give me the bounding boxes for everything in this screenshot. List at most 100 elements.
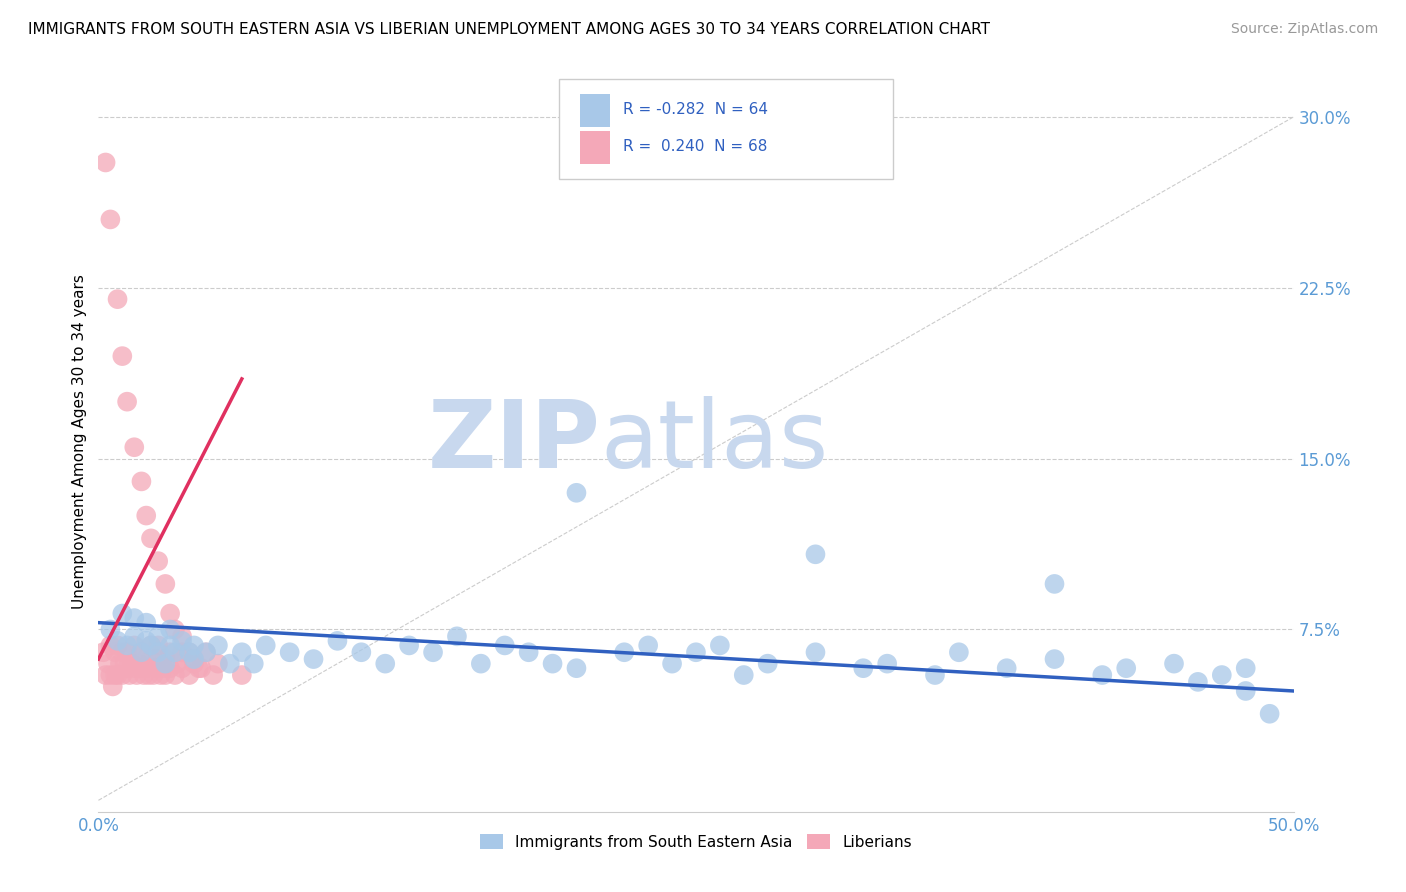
Point — [118, 668, 141, 682]
Point — [107, 292, 129, 306]
Point — [804, 547, 827, 561]
Point — [1234, 684, 1257, 698]
Point — [148, 629, 170, 643]
Point — [374, 657, 396, 671]
Point — [98, 639, 122, 653]
Point — [111, 645, 134, 659]
FancyBboxPatch shape — [581, 130, 610, 164]
Point — [125, 668, 148, 682]
Point — [152, 661, 174, 675]
Point — [135, 633, 157, 648]
Point — [135, 652, 157, 666]
Point — [195, 645, 218, 659]
Point — [172, 633, 194, 648]
Text: Source: ZipAtlas.com: Source: ZipAtlas.com — [1230, 22, 1378, 37]
Point — [187, 661, 209, 675]
Point — [326, 633, 349, 648]
Point — [1091, 668, 1114, 682]
Point — [924, 668, 946, 682]
Point — [1163, 657, 1185, 671]
Point — [148, 554, 170, 568]
Point — [685, 645, 707, 659]
Point — [104, 645, 127, 659]
Point — [517, 645, 540, 659]
Point — [131, 645, 153, 659]
Point — [183, 652, 205, 666]
Point — [190, 661, 212, 675]
Point — [1187, 674, 1209, 689]
Point — [131, 645, 153, 659]
Point — [135, 661, 157, 675]
Point — [145, 661, 167, 675]
Point — [1043, 652, 1066, 666]
Point — [124, 440, 146, 454]
Point — [139, 652, 162, 666]
Point — [804, 645, 827, 659]
Text: ZIP: ZIP — [427, 395, 600, 488]
Point — [107, 633, 129, 648]
Point — [155, 577, 177, 591]
Point — [219, 657, 242, 671]
Point — [98, 668, 122, 682]
Point — [243, 657, 266, 671]
Point — [709, 639, 731, 653]
Point — [155, 668, 177, 682]
Point — [155, 652, 177, 666]
Point — [132, 668, 155, 682]
Point — [139, 639, 162, 653]
Point — [138, 668, 160, 682]
Point — [254, 639, 277, 653]
Point — [179, 668, 201, 682]
Point — [183, 639, 205, 653]
Point — [142, 668, 165, 682]
Point — [121, 657, 143, 671]
Point — [159, 607, 181, 621]
Point — [115, 639, 138, 653]
Text: IMMIGRANTS FROM SOUTH EASTERN ASIA VS LIBERIAN UNEMPLOYMENT AMONG AGES 30 TO 34 : IMMIGRANTS FROM SOUTH EASTERN ASIA VS LI… — [28, 22, 990, 37]
Point — [148, 645, 170, 659]
Point — [565, 485, 588, 500]
Point — [94, 668, 117, 682]
Point — [148, 639, 170, 653]
Point — [661, 657, 683, 671]
Point — [278, 645, 301, 659]
Point — [94, 155, 117, 169]
Point — [202, 668, 225, 682]
Point — [207, 657, 229, 671]
Point — [195, 645, 218, 659]
Point — [231, 645, 253, 659]
Point — [541, 657, 564, 671]
Point — [183, 657, 205, 671]
Point — [470, 657, 492, 671]
Point — [104, 668, 127, 682]
Point — [139, 639, 162, 653]
Point — [91, 645, 114, 659]
Point — [124, 639, 146, 653]
Point — [124, 661, 146, 675]
Point — [183, 652, 205, 666]
Point — [124, 611, 146, 625]
Point — [159, 623, 181, 637]
Y-axis label: Unemployment Among Ages 30 to 34 years: Unemployment Among Ages 30 to 34 years — [72, 274, 87, 609]
Point — [876, 657, 898, 671]
Point — [148, 652, 170, 666]
Point — [149, 668, 172, 682]
Point — [111, 349, 134, 363]
Text: R = -0.282  N = 64: R = -0.282 N = 64 — [623, 103, 768, 118]
Point — [179, 645, 201, 659]
Point — [172, 661, 194, 675]
Point — [207, 639, 229, 653]
Point — [446, 629, 468, 643]
Point — [108, 657, 131, 671]
Point — [302, 652, 325, 666]
Point — [115, 661, 138, 675]
Point — [1211, 668, 1233, 682]
Point — [98, 212, 122, 227]
Point — [179, 645, 201, 659]
Point — [101, 680, 124, 694]
Point — [131, 661, 153, 675]
Point — [139, 532, 162, 546]
Point — [948, 645, 970, 659]
Point — [494, 639, 516, 653]
Point — [350, 645, 373, 659]
